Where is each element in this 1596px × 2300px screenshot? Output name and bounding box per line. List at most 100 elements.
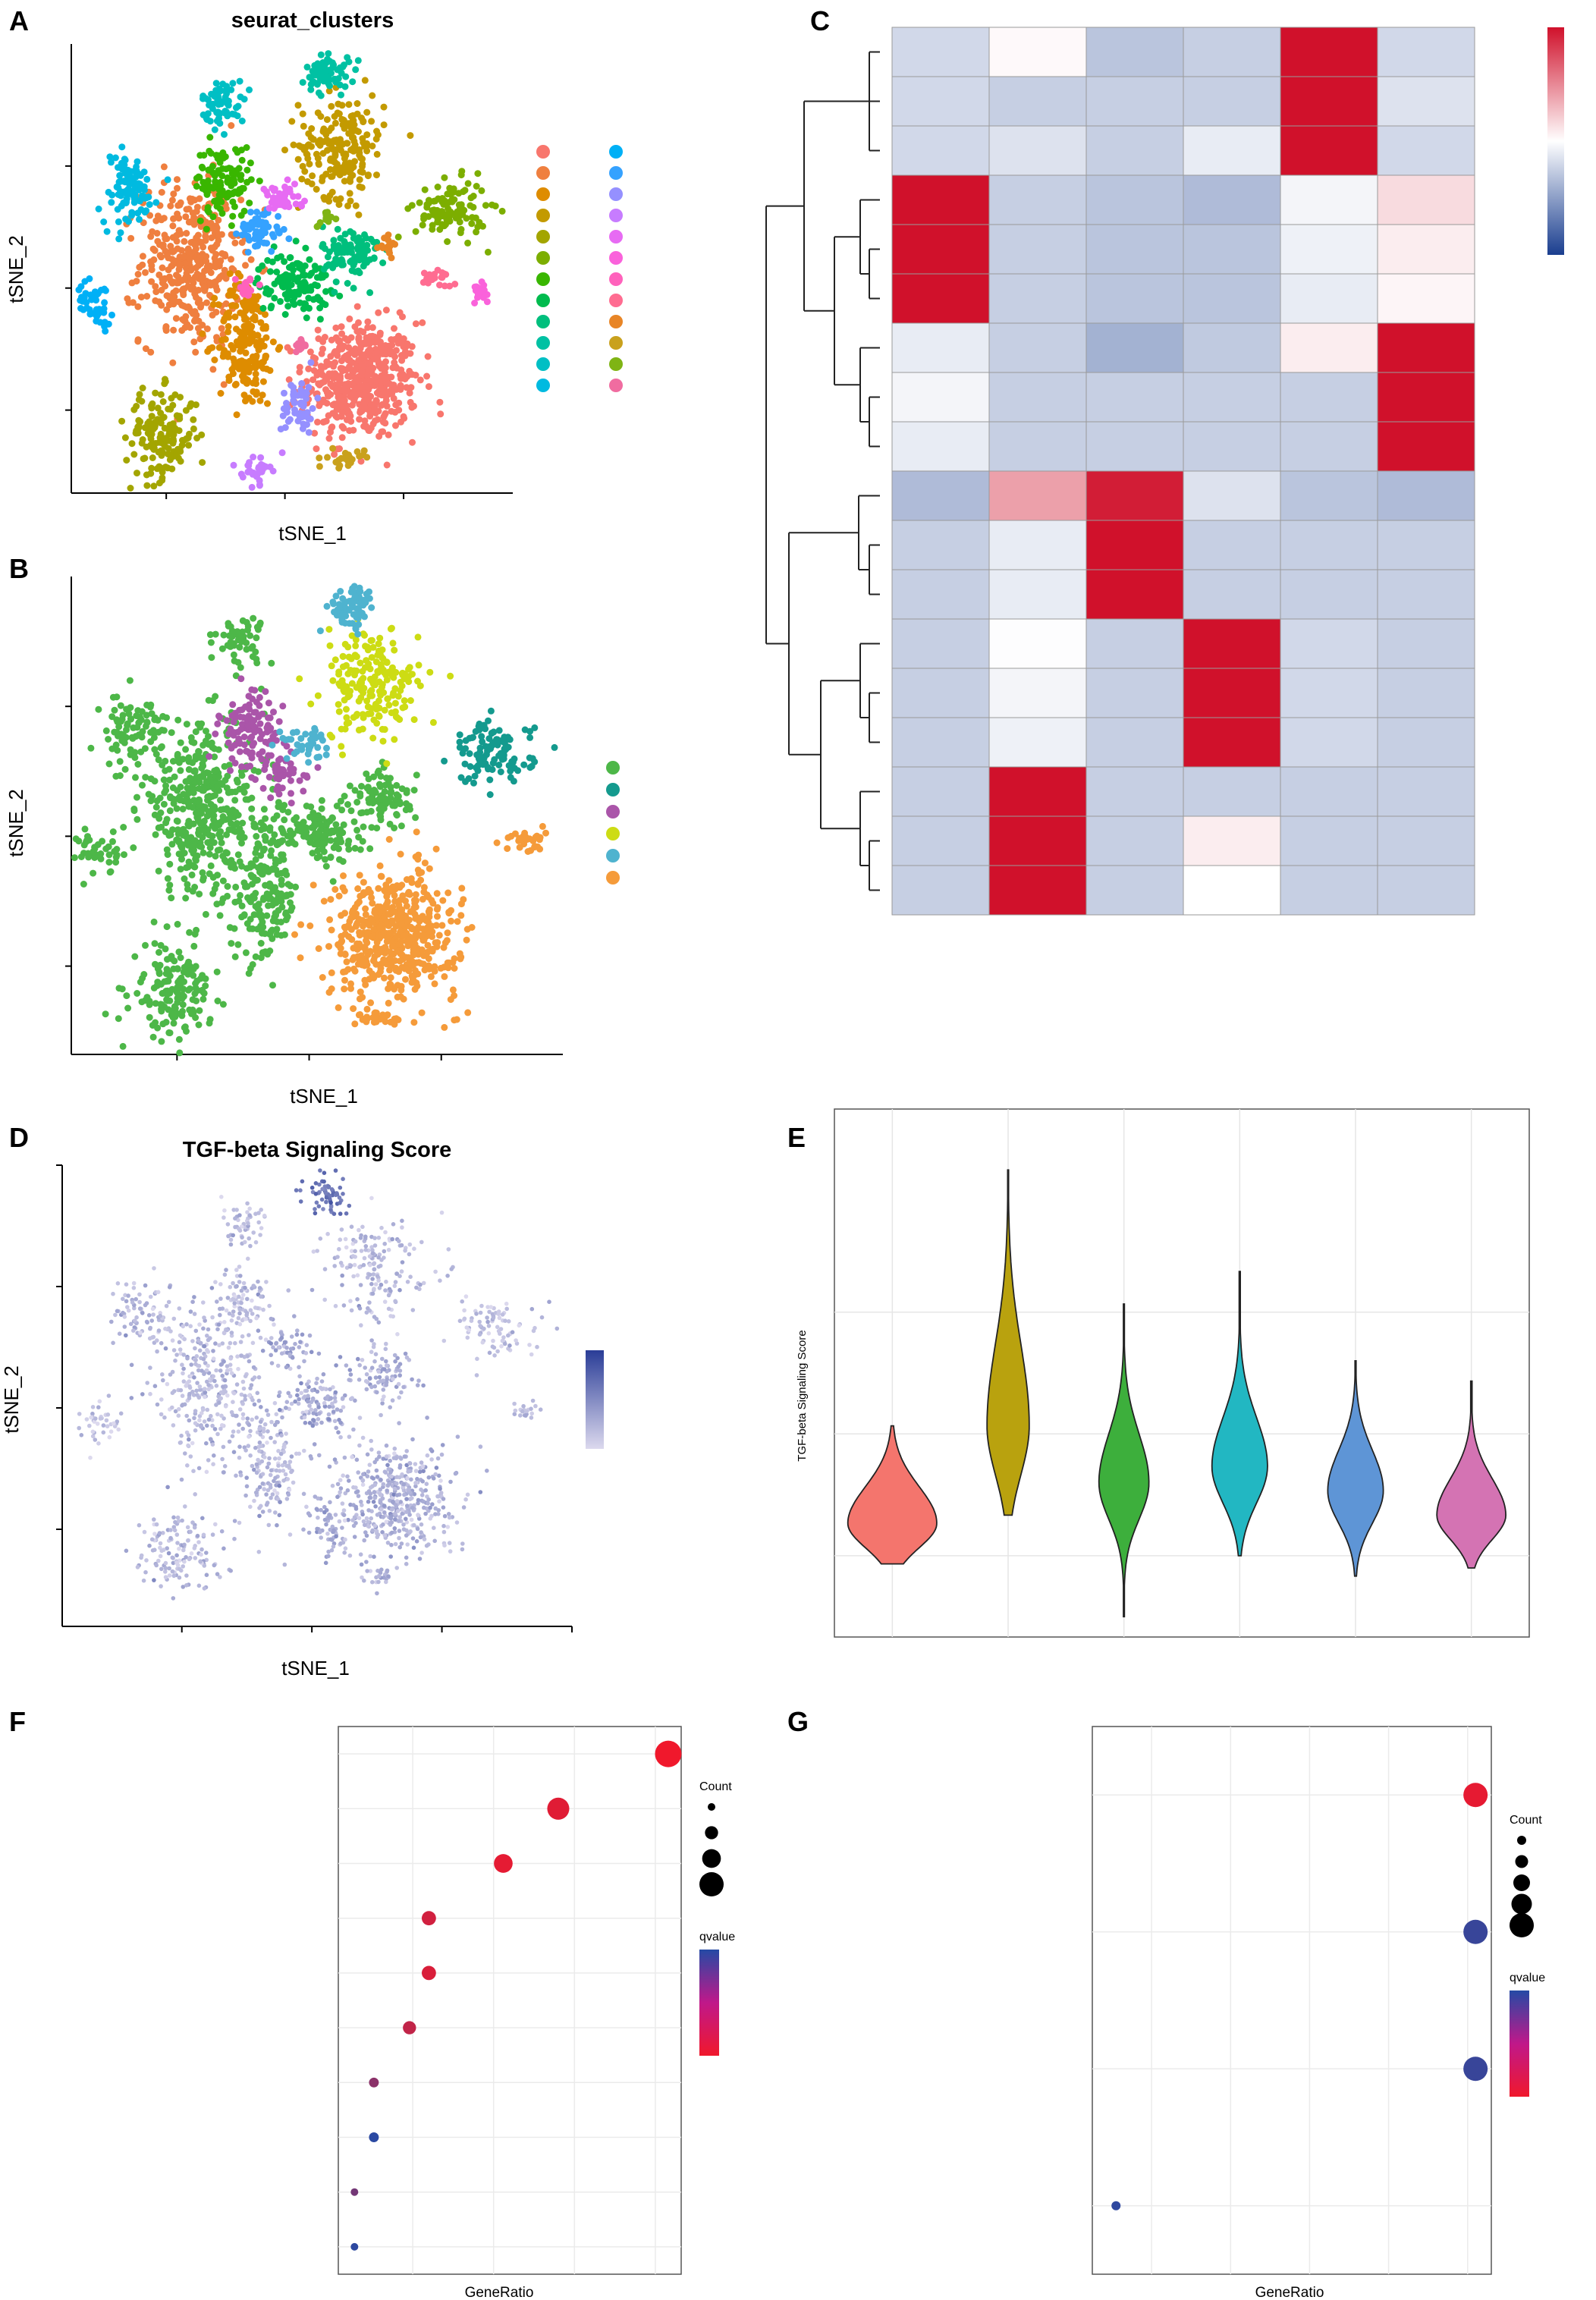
panel-a-point bbox=[130, 451, 138, 458]
panel-a-point bbox=[474, 170, 482, 178]
panel-a-point bbox=[218, 336, 226, 344]
panel-a-point bbox=[338, 409, 346, 416]
panel-b-point bbox=[369, 734, 377, 742]
panel-a-point bbox=[240, 391, 248, 399]
panel-a-point bbox=[204, 177, 212, 184]
panel-a-point bbox=[125, 299, 133, 306]
panel-c-heat-cell bbox=[1280, 125, 1378, 176]
panel-a-point bbox=[183, 230, 190, 237]
panel-b-point bbox=[147, 775, 155, 783]
panel-b-point bbox=[470, 779, 477, 787]
panel-b-point bbox=[341, 985, 348, 993]
panel-a-point bbox=[346, 373, 353, 381]
panel-b-point bbox=[146, 1013, 153, 1021]
panel-a-point bbox=[361, 417, 369, 425]
panel-b-point bbox=[311, 724, 319, 732]
panel-b-point bbox=[345, 837, 353, 845]
panel-b-point bbox=[372, 679, 379, 687]
panel-a-point bbox=[361, 77, 369, 84]
panel-b-point bbox=[370, 973, 378, 981]
panel-b-point bbox=[155, 867, 162, 875]
panel-b-point bbox=[352, 642, 360, 649]
panel-a-point bbox=[149, 444, 156, 451]
panel-a-point bbox=[105, 320, 112, 328]
panel-a-point bbox=[246, 200, 253, 207]
panel-a-point bbox=[366, 333, 374, 340]
panel-b-point bbox=[224, 892, 231, 900]
panel-a-point bbox=[152, 389, 159, 397]
panel-b-point bbox=[426, 668, 434, 676]
panel-b-point bbox=[200, 787, 207, 794]
panel-a-point bbox=[361, 143, 369, 150]
panel-a-point bbox=[269, 258, 276, 266]
panel-b-point bbox=[369, 790, 376, 797]
panel-a-point bbox=[245, 462, 253, 470]
panel-b-point bbox=[97, 850, 105, 857]
panel-b-point bbox=[509, 759, 517, 766]
panel-a-point bbox=[139, 253, 146, 260]
panel-b-legend-swatch bbox=[606, 827, 620, 841]
panel-a-point bbox=[187, 403, 193, 410]
panel-a-point bbox=[323, 358, 331, 366]
panel-b-point bbox=[441, 1023, 448, 1031]
panel-a-point bbox=[332, 458, 340, 466]
panel-a-point bbox=[245, 335, 253, 343]
panel-b-point bbox=[257, 940, 265, 947]
panel-a-point bbox=[349, 366, 356, 374]
panel-b-point bbox=[484, 764, 492, 771]
panel-a-point bbox=[237, 196, 245, 204]
panel-a-point bbox=[357, 344, 364, 352]
panel-b-point bbox=[354, 630, 362, 638]
panel-a-point bbox=[233, 411, 240, 419]
panel-a-point bbox=[335, 100, 342, 108]
panel-a-point bbox=[314, 418, 321, 426]
panel-b-point bbox=[322, 856, 328, 863]
panel-a-point bbox=[215, 275, 222, 283]
panel-a-point bbox=[327, 380, 335, 388]
panel-a-point bbox=[133, 278, 140, 285]
panel-b-point bbox=[83, 837, 90, 844]
panel-a-point bbox=[379, 259, 387, 266]
panel-b-point bbox=[95, 705, 102, 713]
panel-a-point bbox=[380, 103, 388, 111]
panel-a-point bbox=[231, 167, 239, 174]
panel-b-point bbox=[325, 988, 333, 996]
panel-b-point bbox=[193, 856, 200, 864]
panel-a-point bbox=[342, 73, 350, 80]
panel-a-point bbox=[127, 485, 134, 492]
panel-b-point bbox=[364, 646, 372, 654]
panel-b-point bbox=[319, 974, 326, 981]
panel-a-point bbox=[168, 196, 176, 204]
panel-b-point bbox=[369, 692, 375, 699]
panel-a-point bbox=[373, 150, 381, 158]
panel-a-point bbox=[171, 391, 179, 398]
panel-b-point bbox=[287, 882, 294, 890]
panel-a-point bbox=[249, 397, 256, 405]
panel-a-point bbox=[215, 216, 222, 224]
panel-a-point bbox=[395, 407, 403, 414]
panel-b-point bbox=[169, 758, 177, 765]
panel-b-point bbox=[384, 935, 391, 942]
panel-b-point bbox=[269, 866, 276, 873]
panel-a-point bbox=[306, 415, 314, 423]
panel-a-point bbox=[343, 140, 350, 147]
panel-a-point bbox=[334, 225, 341, 233]
panel-a-point bbox=[241, 325, 249, 332]
panel-a-point bbox=[246, 86, 253, 93]
panel-b-point bbox=[353, 605, 360, 612]
panel-b-point bbox=[297, 954, 304, 962]
panel-b-point bbox=[314, 692, 322, 699]
panel-b-point bbox=[343, 714, 350, 721]
panel-b-point bbox=[268, 659, 275, 667]
panel-b-point bbox=[267, 928, 275, 935]
panel-a-point bbox=[192, 264, 200, 272]
panel-b-point bbox=[213, 968, 221, 976]
panel-b-point bbox=[349, 585, 357, 592]
panel-b-point bbox=[335, 708, 343, 715]
panel-a-point bbox=[240, 225, 248, 233]
panel-b-point bbox=[391, 646, 398, 654]
panel-a-point bbox=[154, 212, 162, 220]
panel-b-point bbox=[349, 956, 357, 963]
panel-a-point bbox=[322, 374, 329, 382]
panel-b-point bbox=[366, 967, 373, 975]
